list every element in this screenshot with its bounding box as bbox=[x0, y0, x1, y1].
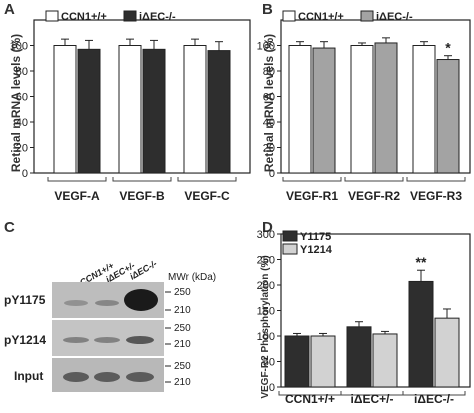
category-label: iΔEC-/- bbox=[414, 392, 454, 406]
panel-label-c: C bbox=[4, 219, 15, 236]
mw-marker-250: 250 bbox=[174, 361, 191, 372]
blot-band bbox=[64, 300, 88, 306]
bar bbox=[350, 45, 374, 174]
blot-band bbox=[124, 289, 158, 311]
bar bbox=[183, 45, 207, 174]
y-tick-label: 20 bbox=[263, 143, 275, 155]
y-tick-label: 200 bbox=[257, 280, 275, 292]
blot-band bbox=[63, 372, 89, 382]
chart-a-y-axis-label: Retinal mRNA levels (%) bbox=[9, 34, 23, 172]
y-tick-label: 0 bbox=[22, 168, 28, 180]
category-bracket bbox=[406, 177, 466, 182]
legend-swatch bbox=[282, 230, 298, 242]
significance-marker: * bbox=[445, 40, 451, 56]
y-tick-label: 40 bbox=[263, 117, 275, 129]
category-bracket bbox=[282, 177, 342, 182]
blot-row-label-py1175: pY1175 bbox=[4, 293, 46, 307]
mw-marker-210: 210 bbox=[174, 339, 191, 350]
mw-marker-250: 250 bbox=[174, 323, 191, 334]
legend-label: Y1214 bbox=[300, 244, 333, 256]
category-bracket bbox=[344, 177, 404, 182]
legend-swatch bbox=[45, 10, 59, 22]
category-label: VEGF-B bbox=[119, 189, 165, 203]
category-label: VEGF-R2 bbox=[348, 189, 400, 203]
chart-b: Retinal mRNA levels (%) 0 20 40 60 80 100 VEGF… bbox=[257, 10, 471, 203]
category-label: VEGF-C bbox=[184, 189, 230, 203]
western-blot: CCN1+/+ iΔEC+/- iΔEC-/- MWr (kDa) pY1175… bbox=[4, 258, 216, 392]
bar bbox=[288, 45, 312, 174]
category-label: CCN1+/+ bbox=[285, 392, 335, 406]
y-tick-label: 100 bbox=[257, 331, 275, 343]
blot-band bbox=[95, 300, 119, 306]
y-tick-label: 100 bbox=[10, 41, 28, 53]
category-label: VEGF-R1 bbox=[286, 189, 338, 203]
blot-row-label-input: Input bbox=[14, 369, 43, 383]
blot-row-label-py1214: pY1214 bbox=[4, 333, 46, 347]
bar bbox=[436, 59, 460, 174]
y-tick-label: 100 bbox=[257, 41, 275, 53]
chart-d: VEGF-R2 Phosphorylation (%) 0 50 100 150 200… bbox=[257, 229, 471, 406]
significance-marker: ** bbox=[416, 254, 427, 270]
y-tick-label: 50 bbox=[263, 357, 275, 369]
category-bracket bbox=[112, 177, 172, 182]
legend-swatch bbox=[123, 10, 137, 22]
bar bbox=[412, 45, 436, 174]
chart-b-y-axis-label: Retinal mRNA levels (%) bbox=[262, 34, 276, 172]
category-label: VEGF-A bbox=[54, 189, 100, 203]
y-tick-label: 150 bbox=[257, 306, 275, 318]
bar bbox=[118, 45, 142, 174]
legend-swatch bbox=[282, 243, 298, 255]
mw-marker-210: 210 bbox=[174, 305, 191, 316]
y-tick-label: 60 bbox=[263, 92, 275, 104]
panel-label-b: B bbox=[262, 1, 273, 18]
category-bracket bbox=[402, 391, 466, 396]
bar bbox=[408, 280, 434, 388]
bar bbox=[346, 326, 372, 388]
y-tick-label: 40 bbox=[16, 117, 28, 129]
legend-swatch bbox=[282, 10, 296, 22]
legend-label: CCN1+/+ bbox=[298, 11, 344, 23]
panel-label-a: A bbox=[4, 1, 15, 18]
y-tick-label: 20 bbox=[16, 143, 28, 155]
bar bbox=[53, 45, 77, 174]
blot-band bbox=[63, 337, 89, 343]
chart-d-y-axis-label: VEGF-R2 Phosphorylation (%) bbox=[260, 255, 271, 398]
legend-label: iΔEC-/- bbox=[376, 11, 413, 23]
mw-marker-250: 250 bbox=[174, 287, 191, 298]
bar bbox=[284, 335, 310, 388]
bar bbox=[77, 48, 101, 174]
mw-marker-210: 210 bbox=[174, 377, 191, 388]
y-tick-label: 250 bbox=[257, 255, 275, 267]
y-tick-label: 60 bbox=[16, 92, 28, 104]
bar bbox=[372, 333, 398, 388]
blot-band bbox=[94, 372, 120, 382]
category-bracket bbox=[177, 177, 237, 182]
category-label: iΔEC+/- bbox=[351, 392, 394, 406]
y-tick-label: 300 bbox=[257, 229, 275, 241]
bar bbox=[434, 317, 460, 388]
y-tick-label: 80 bbox=[263, 66, 275, 78]
blot-lane-label-iaec-ko: iΔEC-/- bbox=[128, 258, 159, 281]
y-tick-label: 0 bbox=[269, 168, 275, 180]
legend-label: CCN1+/+ bbox=[61, 11, 107, 23]
panel-label-d: D bbox=[262, 219, 273, 236]
bar bbox=[374, 42, 398, 174]
blot-band bbox=[126, 372, 154, 382]
legend-label: iΔEC-/- bbox=[139, 11, 176, 23]
legend-swatch bbox=[360, 10, 374, 22]
bar bbox=[142, 48, 166, 174]
blot-band bbox=[94, 337, 120, 343]
bar bbox=[207, 50, 231, 174]
y-tick-label: 0 bbox=[269, 382, 275, 394]
category-bracket bbox=[47, 177, 107, 182]
bar bbox=[312, 47, 336, 174]
bar bbox=[310, 335, 336, 388]
blot-mw-header: MWr (kDa) bbox=[168, 272, 216, 283]
chart-a: Retinal mRNA levels (%) 0 20 40 60 80 100 VEGF… bbox=[9, 8, 251, 203]
blot-band bbox=[126, 336, 154, 344]
legend-label: Y1175 bbox=[300, 231, 331, 243]
y-tick-label: 80 bbox=[16, 66, 28, 78]
category-label: VEGF-R3 bbox=[410, 189, 462, 203]
